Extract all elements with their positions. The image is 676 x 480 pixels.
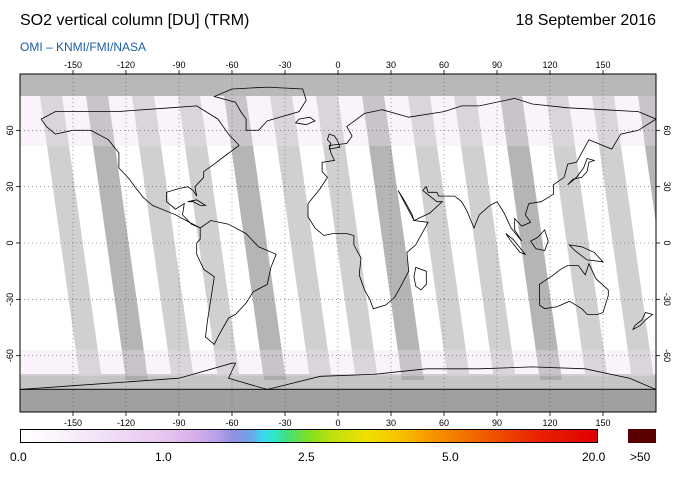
lat-label-right--60: -60 <box>662 349 672 362</box>
low-so2-tint-north <box>20 96 656 146</box>
lon-label-top--120: -120 <box>117 60 135 70</box>
map-title: SO2 vertical column [DU] (TRM) <box>20 12 250 29</box>
lon-label-bottom--150: -150 <box>64 418 82 428</box>
coastline-japan <box>567 158 596 186</box>
coastline-british-isles <box>326 133 341 150</box>
lon-label-bottom--60: -60 <box>225 418 238 428</box>
lon-label-top-120: 120 <box>542 60 557 70</box>
coastline-antarctica <box>20 362 656 390</box>
lon-label-top-0: 0 <box>335 60 340 70</box>
lon-label-top-150: 150 <box>595 60 610 70</box>
swath-gap-4 <box>224 96 286 380</box>
lon-label-bottom-120: 120 <box>542 418 557 428</box>
south-polar-no-data <box>20 388 656 412</box>
coastline-greenland <box>213 86 307 131</box>
map-area <box>20 74 656 412</box>
coastline-new-guinea <box>568 244 605 263</box>
swath-gap-3 <box>178 96 240 380</box>
lon-label-top--90: -90 <box>172 60 185 70</box>
coastline-arabia-gulf-coast <box>397 190 415 221</box>
map-date: 18 September 2016 <box>515 12 656 29</box>
lon-label-top--30: -30 <box>278 60 291 70</box>
lat-label-right--30: -30 <box>662 293 672 306</box>
colorbar-label-0: 0.0 <box>10 450 27 464</box>
lat-label-left--30: -30 <box>5 293 15 306</box>
colorbar <box>20 429 598 443</box>
lat-label-right-60: 60 <box>662 125 672 135</box>
lon-label-bottom-60: 60 <box>439 418 449 428</box>
lon-label-bottom--30: -30 <box>278 418 291 428</box>
colorbar-label-2: 2.5 <box>298 450 315 464</box>
lat-label-left--60: -60 <box>5 349 15 362</box>
coastline-sumatra <box>505 233 527 256</box>
orbit-swaths <box>40 96 656 380</box>
swath-gap-9 <box>454 96 516 380</box>
swath-gap-0 <box>40 96 102 380</box>
coastline-south-america <box>196 220 277 346</box>
lon-label-top--150: -150 <box>64 60 82 70</box>
lat-label-left-60: 60 <box>5 125 15 135</box>
north-polar-no-data <box>20 74 656 96</box>
axis-tick-labels: -150 -150 -120 -120 -90 -90 -60 -60 -30 -30 0 0 30 30… <box>5 60 672 428</box>
colorbar-label-3: 5.0 <box>442 450 459 464</box>
lon-label-top-90: 90 <box>492 60 502 70</box>
coastline-cuba <box>187 199 207 206</box>
lat-label-left-0: 0 <box>5 240 15 245</box>
swath-gap-5 <box>270 96 332 380</box>
swath-gap-10 <box>500 96 562 380</box>
coastlines <box>20 86 656 390</box>
axis-ticks <box>16 70 660 416</box>
colorbar-max-swatch <box>628 429 656 443</box>
coastline-madagascar <box>413 266 427 291</box>
coastline-new-zealand <box>632 312 654 331</box>
coastline-borneo <box>530 229 549 251</box>
swath-gap-1 <box>86 96 148 380</box>
swath-gap-2 <box>132 96 194 380</box>
lat-label-right-0: 0 <box>662 240 672 245</box>
swath-gap-6 <box>316 96 378 380</box>
lon-label-bottom-0: 0 <box>335 418 340 428</box>
colorbar-label-4: 20.0 <box>582 450 606 464</box>
lon-label-top-60: 60 <box>439 60 449 70</box>
lon-label-bottom-150: 150 <box>595 418 610 428</box>
coastline-north-america <box>40 105 240 229</box>
lon-label-bottom-30: 30 <box>386 418 396 428</box>
lon-label-bottom-90: 90 <box>492 418 502 428</box>
colorbar-label-5: >50 <box>630 450 651 464</box>
lon-label-bottom--90: -90 <box>172 418 185 428</box>
coastline-africa-eurasia <box>307 97 656 310</box>
lat-label-left-30: 30 <box>5 182 15 192</box>
lat-label-right-30: 30 <box>662 182 672 192</box>
lon-label-bottom--120: -120 <box>117 418 135 428</box>
data-credit: OMI – KNMI/FMI/NASA <box>20 40 147 54</box>
coastline-australia <box>539 262 609 315</box>
colorbar-label-1: 1.0 <box>155 450 172 464</box>
swath-gap-12 <box>592 96 654 380</box>
lat-lon-grid <box>20 74 656 412</box>
coastline-iceland <box>294 116 316 126</box>
swath-gap-7 <box>362 96 424 380</box>
swath-gap-11 <box>546 96 608 380</box>
swath-gap-8 <box>408 96 470 380</box>
lon-label-top--60: -60 <box>225 60 238 70</box>
lon-label-top-30: 30 <box>386 60 396 70</box>
